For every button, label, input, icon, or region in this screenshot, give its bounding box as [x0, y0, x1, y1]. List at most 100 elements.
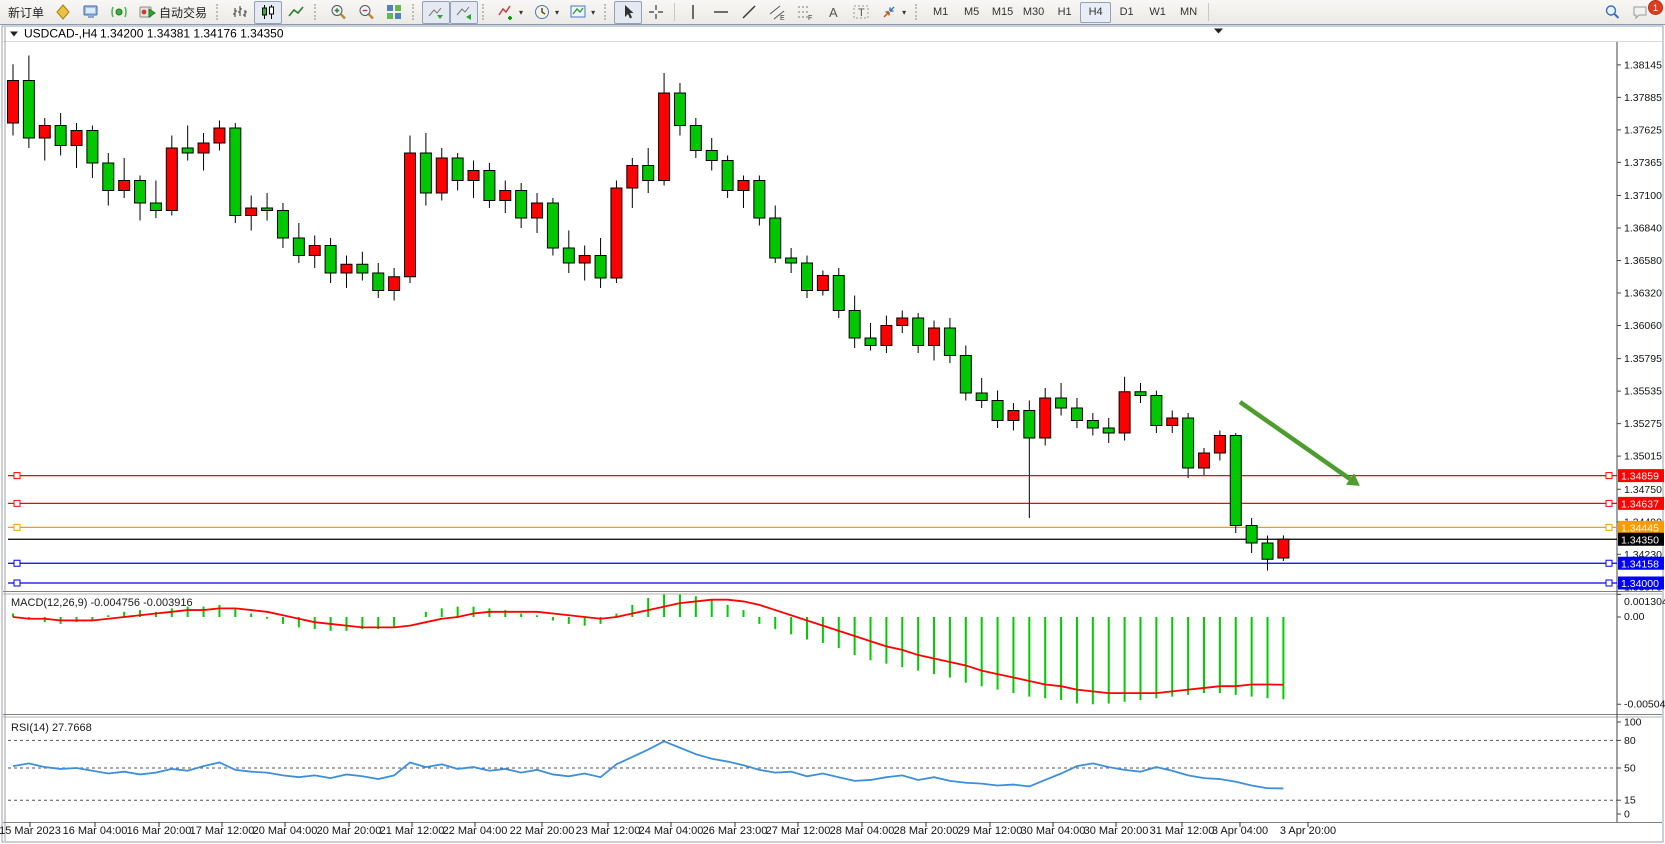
indicators-plus-icon [498, 5, 513, 20]
fibonacci-tool-button[interactable]: F [791, 1, 819, 24]
text-label-icon: T [853, 5, 869, 19]
hline-1.34445[interactable] [8, 523, 1617, 531]
hline-handle-right[interactable] [1605, 499, 1613, 507]
macd-signal-line [12, 598, 1284, 695]
market-watch-button[interactable] [49, 1, 77, 24]
cursor-button[interactable] [614, 0, 643, 24]
candle [245, 195, 258, 231]
candlestick-mode-button[interactable] [254, 0, 283, 24]
auto-trading-button[interactable]: 自动交易 [133, 1, 212, 24]
timeframe-mn-button[interactable]: MN [1180, 6, 1198, 18]
zoom-out-button[interactable] [352, 1, 380, 24]
price-tick-label: 1.38145 [1624, 59, 1662, 71]
line-chart-mode-button[interactable] [282, 1, 310, 24]
time-tick-label: 24 Mar 04:00 [639, 825, 704, 837]
trend-arrow-head[interactable] [1345, 473, 1360, 486]
timeframe-m15-button[interactable]: M15 [991, 6, 1014, 18]
indicators-button[interactable]: ▾ [492, 1, 528, 24]
hline-handle-right[interactable] [1605, 579, 1613, 587]
search-button[interactable] [1598, 1, 1626, 24]
horizontal-line-tool-button[interactable] [707, 1, 735, 24]
hline-handle-right[interactable] [1605, 472, 1613, 480]
trend-arrow-shaft[interactable] [1238, 400, 1352, 481]
timeframe-m5-button[interactable]: M5 [963, 6, 980, 18]
candle-body [499, 190, 512, 201]
timeframe-m1-button[interactable]: M1 [932, 6, 949, 18]
price-label-text: 1.34158 [1621, 558, 1659, 570]
terminal-button[interactable] [77, 1, 105, 24]
crosshair-icon [649, 5, 664, 19]
search-icon [1605, 5, 1620, 19]
signals-button[interactable] [105, 1, 133, 24]
label-tool-button[interactable]: T [847, 1, 875, 24]
candle-body [435, 157, 448, 194]
hline-1.34158[interactable] [8, 559, 1617, 567]
candle-body [419, 152, 432, 194]
candle [959, 345, 972, 401]
candle-body [959, 355, 972, 394]
chart-title: USDCAD-,H4 [24, 27, 98, 41]
candle-body [245, 207, 258, 216]
hline-handle-right[interactable] [1605, 559, 1613, 567]
price-label-text: 1.34445 [1621, 522, 1659, 534]
periods-button[interactable]: ▾ [528, 1, 564, 24]
chat-button[interactable]: 1 [1626, 0, 1663, 23]
zoom-in-button[interactable] [324, 1, 352, 24]
candle [991, 390, 1004, 428]
candle-body [912, 317, 925, 346]
candle-body [229, 127, 242, 216]
candle-body [1039, 397, 1052, 439]
crosshair-button[interactable] [642, 1, 670, 24]
hline-handle-left[interactable] [13, 499, 21, 507]
auto-scroll-icon [428, 7, 444, 19]
time-tick-label: 27 Mar 12:00 [766, 825, 831, 837]
dropdown-caret-icon: ▾ [555, 7, 560, 17]
chart-shift-button[interactable] [450, 0, 479, 24]
candle-body [118, 180, 131, 191]
hline-1.34000[interactable] [8, 579, 1617, 587]
templates-button[interactable]: ▾ [564, 1, 600, 24]
auto-scroll-button[interactable] [422, 0, 451, 24]
hline-handle-left[interactable] [13, 579, 21, 587]
tile-windows-button[interactable] [380, 1, 408, 24]
trend-arrow-annotation[interactable] [1238, 400, 1360, 486]
trendline-tool-button[interactable] [735, 1, 763, 24]
chart-shift-marker-icon[interactable] [1214, 28, 1223, 34]
bar-chart-mode-button[interactable] [226, 1, 254, 24]
new-order-button[interactable]: 新订单 [3, 1, 49, 24]
timeframe-w1-button[interactable]: W1 [1149, 6, 1166, 18]
candle-body [578, 255, 591, 264]
time-tick-label: 21 Mar 12:00 [380, 825, 445, 837]
candle [7, 64, 19, 136]
candle-body [276, 210, 289, 239]
text-tool-button[interactable]: A [819, 1, 847, 24]
price-label-1.34637: 1.34637 [1618, 496, 1664, 510]
dropdown-caret-icon: ▾ [519, 7, 524, 17]
timeframe-m30-button[interactable]: M30 [1022, 6, 1045, 18]
candle [1261, 535, 1274, 571]
candle [1023, 400, 1036, 518]
timeframe-d1-button[interactable]: D1 [1119, 6, 1134, 18]
chart-menu-triangle-icon[interactable] [10, 31, 18, 37]
rsi-axis-label: 15 [1624, 795, 1636, 807]
hline-1.34637[interactable] [8, 499, 1617, 507]
hline-handle-left[interactable] [13, 472, 21, 480]
candle [531, 193, 544, 233]
timeframe-h1-button[interactable]: H1 [1057, 6, 1072, 18]
candle-body [1245, 525, 1258, 544]
price-label-1.34000: 1.34000 [1618, 576, 1664, 590]
hline-handle-left[interactable] [13, 523, 21, 531]
channel-tool-button[interactable]: E [763, 1, 791, 24]
vertical-line-tool-button[interactable] [679, 1, 707, 24]
candle-body [626, 165, 639, 189]
candle-body [1086, 420, 1099, 429]
hline-handle-left[interactable] [13, 559, 21, 567]
candle-body [134, 180, 147, 204]
candle-body [1023, 410, 1036, 439]
gold-diamond-icon [56, 4, 70, 20]
timeframe-h4-button[interactable]: H4 [1080, 1, 1112, 23]
arrows-tool-button[interactable]: ▾ [875, 1, 911, 24]
candle-body [372, 272, 385, 291]
hline-handle-right[interactable] [1605, 523, 1613, 531]
